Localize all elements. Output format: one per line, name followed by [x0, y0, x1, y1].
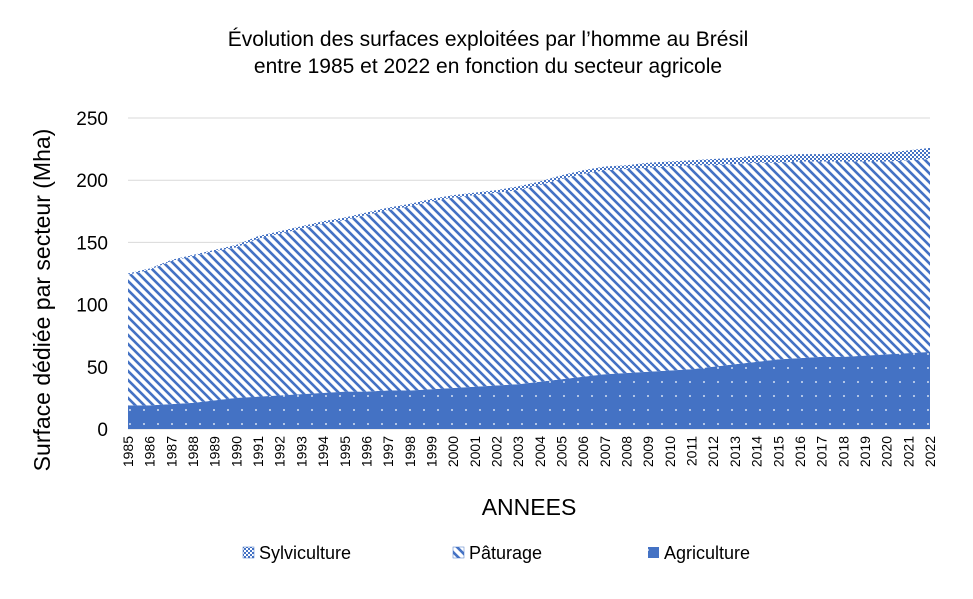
x-tick-label: 1999 — [423, 436, 439, 467]
x-tick-label: 1993 — [293, 436, 309, 467]
legend: Sylviculture Pâturage Agriculture — [242, 543, 750, 563]
x-tick-label: 2014 — [749, 436, 765, 467]
x-tick-label: 2008 — [619, 436, 635, 467]
x-axis-label: ANNEES — [482, 494, 577, 520]
x-tick-label: 2016 — [792, 436, 808, 467]
legend-swatch — [452, 546, 465, 559]
y-tick-label: 250 — [76, 109, 108, 130]
x-tick-label: 2006 — [575, 436, 591, 467]
y-tick-label: 50 — [87, 358, 108, 379]
x-tick-label: 2005 — [554, 436, 570, 467]
legend-label: Agriculture — [664, 543, 750, 563]
y-tick-label: 0 — [97, 420, 108, 441]
legend-label: Pâturage — [469, 543, 542, 563]
legend-item-sylviculture: Sylviculture — [242, 543, 351, 563]
x-tick-label: 2009 — [640, 436, 656, 467]
area-agriculture — [128, 351, 930, 429]
x-tick-label: 1995 — [337, 436, 353, 467]
legend-swatch — [648, 547, 659, 558]
x-tick-label: 2013 — [727, 436, 743, 467]
legend-label: Sylviculture — [259, 543, 351, 563]
area-sylviculture — [128, 147, 930, 275]
x-tick-label: 2003 — [510, 436, 526, 467]
chart-title-line-2: entre 1985 et 2022 en fonction du secteu… — [254, 55, 722, 78]
area-series — [128, 147, 930, 429]
y-tick-label: 100 — [76, 296, 108, 317]
x-tick-label: 2021 — [900, 436, 916, 467]
x-tick-label: 2017 — [814, 436, 830, 467]
area-paturage — [128, 159, 930, 406]
legend-item-agriculture: Agriculture — [648, 543, 750, 563]
legend-item-paturage: Pâturage — [452, 543, 542, 563]
x-tick-label: 1994 — [315, 436, 331, 467]
y-axis-label: Surface dédiée par secteur (Mha) — [29, 129, 55, 472]
x-tick-label: 2004 — [532, 436, 548, 467]
x-tick-label: 2019 — [857, 436, 873, 467]
chart-title-line-1: Évolution des surfaces exploitées par l’… — [228, 28, 749, 51]
x-tick-label: 1986 — [142, 436, 158, 467]
x-tick-label: 2015 — [770, 436, 786, 467]
x-tick-label: 2000 — [445, 436, 461, 467]
x-tick-label: 1991 — [250, 436, 266, 467]
x-tick-label: 1997 — [380, 436, 396, 467]
x-tick-label: 2010 — [662, 436, 678, 467]
x-tick-label: 1998 — [402, 436, 418, 467]
y-tick-label: 200 — [76, 171, 108, 192]
x-tick-label: 1987 — [163, 436, 179, 467]
x-tick-label: 2011 — [684, 436, 700, 466]
x-tick-label: 2002 — [488, 436, 504, 467]
x-axis-ticks: 1985 1986 1987 1988 1989 1990 1991 1992 1993 1994… — [120, 436, 938, 467]
x-tick-label: 2001 — [467, 436, 483, 467]
x-tick-label: 1989 — [207, 436, 223, 467]
legend-swatch — [242, 546, 255, 559]
x-tick-label: 2022 — [922, 436, 938, 467]
x-tick-label: 1996 — [358, 436, 374, 467]
x-tick-label: 2012 — [705, 436, 721, 467]
y-axis-ticks: 0 50 100 150 200 250 — [76, 109, 108, 441]
x-tick-label: 2020 — [879, 436, 895, 467]
x-tick-label: 1985 — [120, 436, 136, 467]
y-tick-label: 150 — [76, 233, 108, 254]
x-tick-label: 1990 — [228, 436, 244, 467]
x-tick-label: 2007 — [597, 436, 613, 467]
x-tick-label: 2018 — [835, 436, 851, 467]
x-tick-label: 1992 — [272, 436, 288, 467]
x-tick-label: 1988 — [185, 436, 201, 467]
